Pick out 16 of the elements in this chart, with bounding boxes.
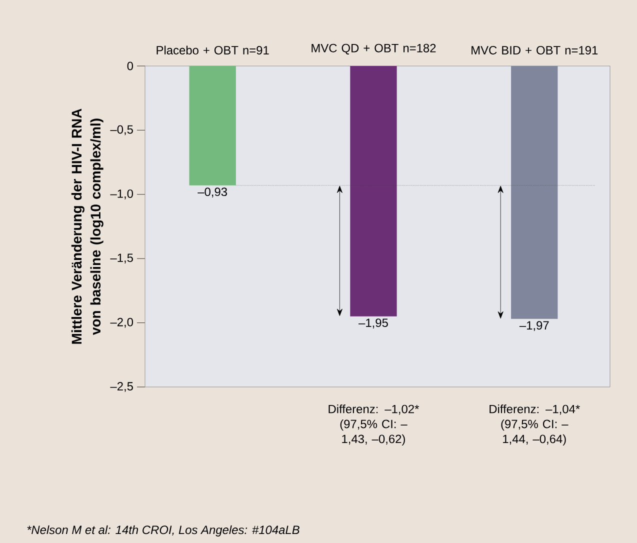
data-label: –1,97: [519, 321, 549, 332]
y-tick-label: 0: [127, 62, 134, 70]
x-tick-label: Placebo + OBT n=91: [156, 46, 269, 54]
x-tick-label: MVC BID + OBT n=191: [472, 46, 598, 54]
text: *Nelson M et al: 14th CROI, Los Angeles: #104aLB: [27, 525, 300, 536]
y-tick-label: –2,0: [110, 318, 134, 328]
text: Differenz: –1,04* (97,5% CI: –1,44, –0,64): [490, 404, 580, 446]
data-label: –1,95: [358, 318, 388, 328]
y-axis-title: Mittlere Veränderung der HIV-I RNA von baseline (log10 complex/ml): [71, 108, 104, 344]
y-tick-label: –0,5: [110, 125, 133, 136]
y-tick-label: –2,5: [110, 382, 133, 392]
y-tick-label: –1,0: [110, 189, 134, 200]
x-tick-label: MVC QD + OBT n=182: [312, 44, 436, 54]
data-label: –0,93: [198, 188, 228, 198]
text: Differenz: –1,02* (97,5% CI: –1,43, –0,62): [328, 404, 420, 446]
y-tick-label: –1,5: [110, 254, 133, 264]
